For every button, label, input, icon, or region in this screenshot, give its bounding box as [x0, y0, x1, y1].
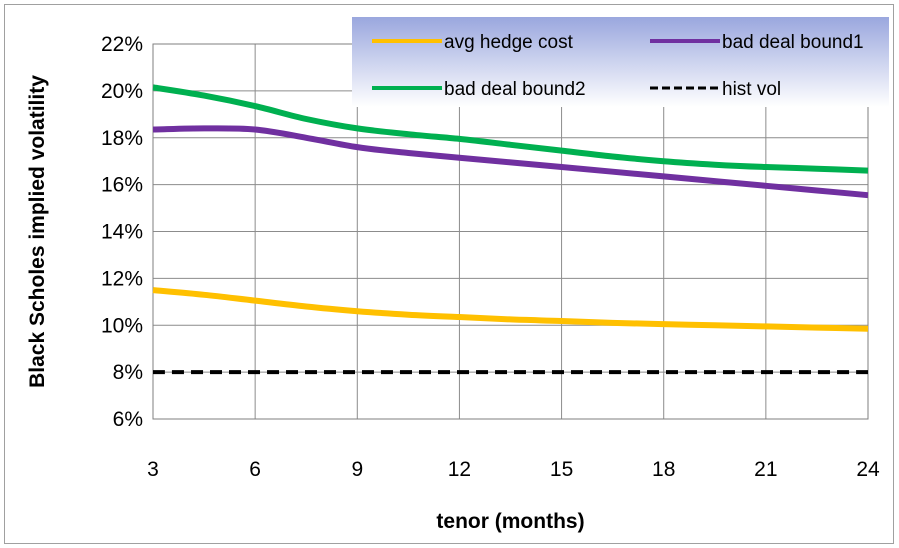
- y-tick-label: 20%: [101, 80, 143, 103]
- series-line-avg-hedge-cost: [152, 287, 869, 332]
- y-tick-label: 16%: [101, 174, 143, 197]
- x-tick-label: 3: [147, 458, 159, 481]
- legend-label-avg-hedge-cost: avg hedge cost: [444, 32, 574, 53]
- y-tick-label: 14%: [101, 221, 143, 244]
- x-tick-label: 15: [550, 458, 573, 481]
- y-tick-labels: 6% 8% 10% 12% 14% 16% 18% 20% 22%: [101, 33, 143, 431]
- y-tick-label: 18%: [101, 127, 143, 150]
- y-tick-label: 22%: [101, 33, 143, 56]
- y-tick-label: 8%: [113, 361, 143, 384]
- series-line-bad-deal-bound2: [152, 84, 869, 174]
- x-tick-label: 21: [754, 458, 777, 481]
- x-tick-label: 24: [856, 458, 880, 481]
- y-tick-label: 12%: [101, 267, 143, 290]
- series-lines: [152, 84, 869, 375]
- legend-label-hist-vol: hist vol: [722, 79, 781, 100]
- x-tick-label: 12: [448, 458, 471, 481]
- legend-box: [352, 17, 889, 107]
- y-tick-label: 6%: [113, 408, 143, 431]
- x-tick-label: 18: [652, 458, 675, 481]
- legend-label-bad-deal-bound1: bad deal bound1: [722, 32, 864, 53]
- series-line-bad-deal-bound1: [152, 125, 869, 199]
- legend: avg hedge cost bad deal bound1 bad deal bo…: [352, 17, 889, 107]
- y-tick-label: 10%: [101, 314, 143, 337]
- y-axis-title: Black Scholes implied volatility: [26, 75, 49, 388]
- x-axis-title: tenor (months): [436, 510, 584, 533]
- x-tick-label: 9: [351, 458, 363, 481]
- legend-label-bad-deal-bound2: bad deal bound2: [444, 79, 586, 100]
- x-tick-label: 6: [249, 458, 261, 481]
- x-tick-labels: 3 6 9 12 15 18 21 24: [147, 458, 880, 481]
